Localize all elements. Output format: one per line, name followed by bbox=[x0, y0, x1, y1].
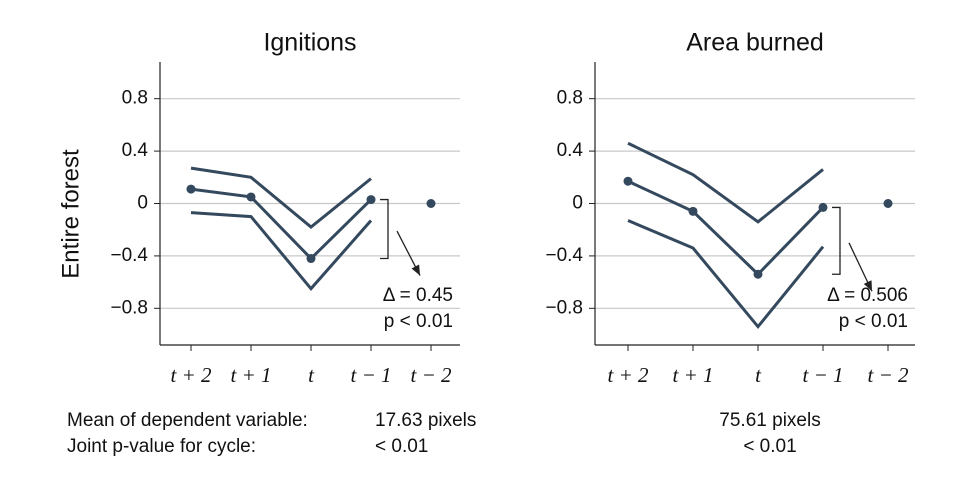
x-tick-label: t bbox=[308, 363, 315, 387]
point bbox=[883, 199, 893, 208]
y-tick-label: 0.8 bbox=[557, 88, 583, 109]
point bbox=[426, 199, 436, 208]
note-value: 17.63 pixels bbox=[375, 410, 476, 431]
point bbox=[246, 192, 256, 202]
series-line bbox=[190, 211, 373, 291]
y-axis-label: Entire forest bbox=[57, 149, 84, 279]
annotation: p < 0.01 bbox=[384, 311, 453, 332]
series-line bbox=[627, 141, 824, 224]
y-tick-label: 0 bbox=[137, 193, 148, 214]
y-tick-label: 0 bbox=[572, 193, 583, 214]
annotation: Δ = 0.506 bbox=[827, 285, 908, 306]
y-tick-label: −0.8 bbox=[110, 297, 148, 318]
x-tick-label: t + 2 bbox=[170, 363, 212, 387]
arrow-head bbox=[863, 280, 872, 292]
arrow-head bbox=[411, 264, 420, 276]
annotation: Δ = 0.45 bbox=[383, 285, 453, 306]
y-tick-label: 0.4 bbox=[557, 140, 584, 161]
bracket bbox=[832, 206, 841, 275]
note-value: < 0.01 bbox=[375, 436, 428, 457]
note-value: 75.61 pixels bbox=[719, 410, 820, 431]
annotation: p < 0.01 bbox=[839, 311, 908, 332]
point bbox=[818, 202, 828, 212]
y-tick-label: 0.4 bbox=[122, 140, 149, 161]
x-tick-label: t − 2 bbox=[410, 363, 452, 387]
series-line bbox=[627, 179, 825, 277]
note-value: < 0.01 bbox=[743, 436, 796, 457]
chart-title: Area burned bbox=[686, 29, 824, 57]
x-tick-label: t + 1 bbox=[230, 363, 271, 387]
series-line bbox=[190, 187, 373, 261]
note-label: Joint p-value for cycle: bbox=[67, 436, 256, 457]
x-tick-label: t − 2 bbox=[867, 363, 909, 387]
note-label: Mean of dependent variable: bbox=[67, 410, 308, 431]
series-line bbox=[190, 166, 372, 230]
y-tick-label: −0.4 bbox=[545, 245, 583, 266]
x-tick-label: t + 2 bbox=[607, 363, 649, 387]
point bbox=[366, 195, 376, 205]
point bbox=[623, 176, 633, 186]
y-tick-label: −0.4 bbox=[110, 245, 148, 266]
point bbox=[753, 269, 763, 279]
y-tick-label: −0.8 bbox=[545, 297, 583, 318]
point bbox=[306, 254, 316, 264]
chart-title: Ignitions bbox=[263, 29, 356, 57]
y-tick-label: 0.8 bbox=[122, 88, 148, 109]
x-tick-label: t − 1 bbox=[350, 363, 391, 387]
x-tick-label: t + 1 bbox=[672, 363, 713, 387]
point bbox=[186, 184, 196, 194]
point bbox=[688, 206, 698, 216]
x-tick-label: t bbox=[755, 363, 762, 387]
x-tick-label: t − 1 bbox=[802, 363, 843, 387]
series-line bbox=[627, 219, 825, 330]
bracket bbox=[380, 198, 389, 260]
